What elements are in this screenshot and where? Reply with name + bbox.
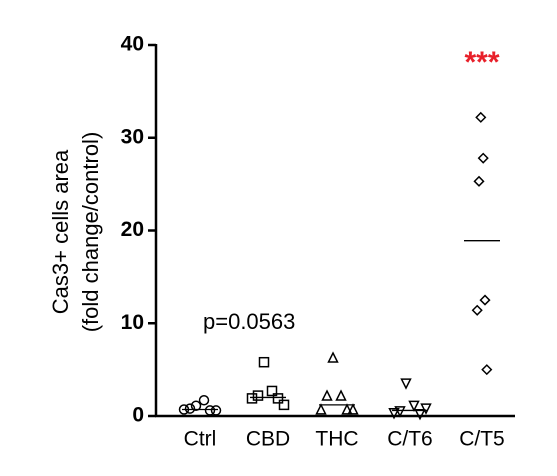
y-tick-label: 20: [121, 218, 144, 241]
point: [246, 393, 258, 404]
x-tick-label: THC: [315, 428, 358, 451]
point: [198, 394, 210, 406]
point: [278, 399, 290, 411]
point: [327, 351, 339, 363]
y-axis-label: Cas3+ cells area: [48, 149, 73, 314]
point: [471, 304, 483, 316]
point: [266, 385, 278, 397]
y-tick-label: 40: [121, 33, 144, 56]
annotation: p=0.0563: [203, 309, 295, 334]
x-tick-label: C/T6: [387, 428, 433, 451]
y-axis-label: (fold change/control): [78, 132, 103, 333]
point: [388, 408, 400, 420]
y-tick-label: 0: [132, 404, 144, 427]
point: [335, 389, 347, 401]
point: [475, 111, 487, 123]
point: [477, 152, 489, 164]
point: [479, 294, 491, 306]
point: [414, 408, 426, 421]
annotation: ***: [464, 46, 499, 79]
x-tick-label: Ctrl: [184, 428, 217, 451]
y-tick-label: 30: [121, 125, 144, 148]
x-tick-label: C/T5: [459, 428, 505, 451]
point: [204, 405, 216, 416]
point: [341, 403, 353, 415]
point: [272, 393, 284, 404]
point: [184, 403, 196, 414]
x-tick-label: CBD: [246, 428, 290, 451]
point: [252, 390, 264, 401]
point: [481, 364, 493, 376]
point: [315, 403, 327, 415]
point: [473, 175, 485, 187]
point: [321, 389, 333, 401]
point: [347, 403, 359, 415]
point: [190, 400, 202, 412]
point: [210, 405, 222, 416]
point: [420, 403, 432, 415]
point: [400, 378, 412, 390]
point: [258, 356, 270, 368]
y-tick-label: 10: [121, 311, 144, 334]
point: [408, 400, 420, 413]
